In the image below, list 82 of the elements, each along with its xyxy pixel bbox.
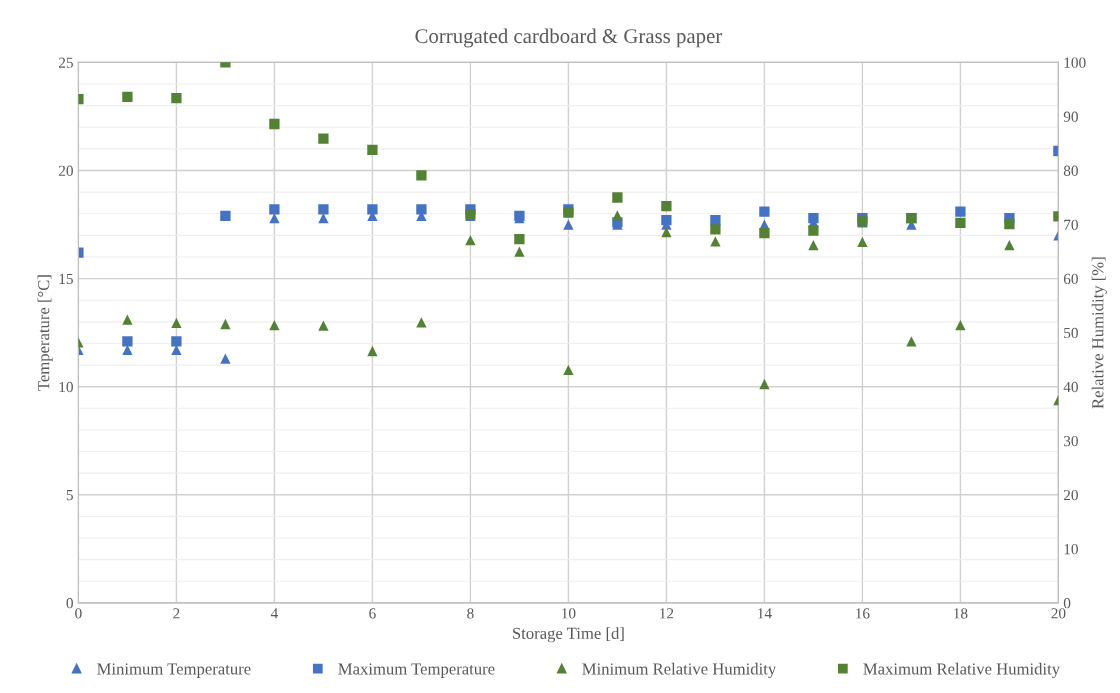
point	[710, 236, 721, 247]
legend-label: Minimum Relative Humidity	[582, 662, 777, 678]
point	[416, 204, 427, 215]
y2-tick-label: 30	[1063, 435, 1078, 447]
point	[1004, 218, 1015, 230]
point	[906, 336, 917, 347]
legend-label: Minimum Temperature	[97, 663, 251, 678]
point	[269, 319, 280, 331]
point	[220, 210, 231, 222]
point	[808, 239, 819, 251]
point	[710, 215, 721, 226]
y-tick-label: 25	[58, 57, 73, 68]
y2-tick-label: 90	[1063, 111, 1078, 122]
point	[1004, 239, 1015, 251]
y-tick-label: 0	[66, 598, 73, 609]
point	[122, 91, 133, 103]
point	[318, 320, 329, 331]
point	[563, 364, 574, 376]
x-tick-label: 0	[75, 608, 82, 619]
point	[857, 236, 868, 247]
chart-title: Corrugated cardboard & Grass paper	[415, 28, 723, 48]
y2-tick-label: 100	[1064, 57, 1086, 68]
y2-tick-label: 0	[1063, 598, 1071, 609]
point	[122, 336, 133, 347]
point	[661, 215, 672, 226]
point	[367, 204, 378, 215]
point	[661, 201, 672, 212]
x-tick-label: 16	[856, 608, 870, 619]
point	[661, 226, 672, 238]
point	[269, 204, 280, 215]
point	[514, 233, 525, 245]
y2-tick-label: 50	[1064, 327, 1078, 339]
point	[171, 317, 182, 329]
point	[171, 92, 182, 104]
x-tick-label: 4	[270, 608, 278, 619]
x-tick-label: 12	[660, 608, 674, 619]
point	[955, 206, 966, 217]
point	[759, 206, 770, 217]
point	[416, 317, 427, 328]
y-tick-label: 15	[59, 273, 73, 285]
y-tick-label: 5	[66, 490, 73, 501]
point	[955, 319, 966, 331]
y2-tick-label: 20	[1063, 489, 1078, 501]
point	[514, 246, 525, 257]
legend-label: Maximum Temperature	[338, 663, 495, 678]
y-tick-label: 10	[59, 381, 73, 393]
y2-tick-label: 80	[1063, 165, 1078, 176]
legend-label: Maximum Relative Humidity	[863, 662, 1060, 678]
point	[318, 133, 329, 144]
point	[612, 192, 623, 203]
x-tick-label: 20	[1051, 608, 1066, 619]
point	[710, 224, 721, 235]
point	[808, 225, 819, 236]
point	[416, 170, 427, 181]
point	[220, 318, 231, 330]
point	[759, 228, 770, 239]
y-tick-label: 20	[58, 165, 73, 176]
y2-axis-title: Relative Humidity [%]	[1091, 257, 1107, 409]
point	[612, 210, 623, 221]
point	[220, 353, 231, 364]
x-tick-label: 2	[173, 608, 180, 619]
y2-tick-label: 10	[1064, 544, 1078, 555]
x-axis-title: Storage Time [d]	[513, 627, 624, 643]
x-tick-label: 14	[758, 608, 772, 619]
y2-tick-label: 70	[1064, 219, 1078, 230]
x-tick-label: 10	[562, 608, 576, 619]
x-tick-label: 8	[467, 608, 474, 619]
point	[171, 336, 182, 347]
point	[318, 204, 329, 215]
point	[563, 219, 574, 230]
point	[367, 144, 378, 156]
point	[808, 212, 819, 224]
x-tick-label: 18	[954, 608, 968, 619]
point	[122, 314, 133, 325]
x-tick-label: 6	[369, 608, 376, 619]
point	[269, 118, 280, 130]
point	[465, 235, 476, 246]
y2-tick-label: 60	[1063, 273, 1078, 285]
y-axis-title: Temperature [°C]	[37, 275, 53, 391]
point	[367, 345, 378, 357]
point	[759, 378, 770, 390]
y2-tick-label: 40	[1063, 381, 1078, 393]
